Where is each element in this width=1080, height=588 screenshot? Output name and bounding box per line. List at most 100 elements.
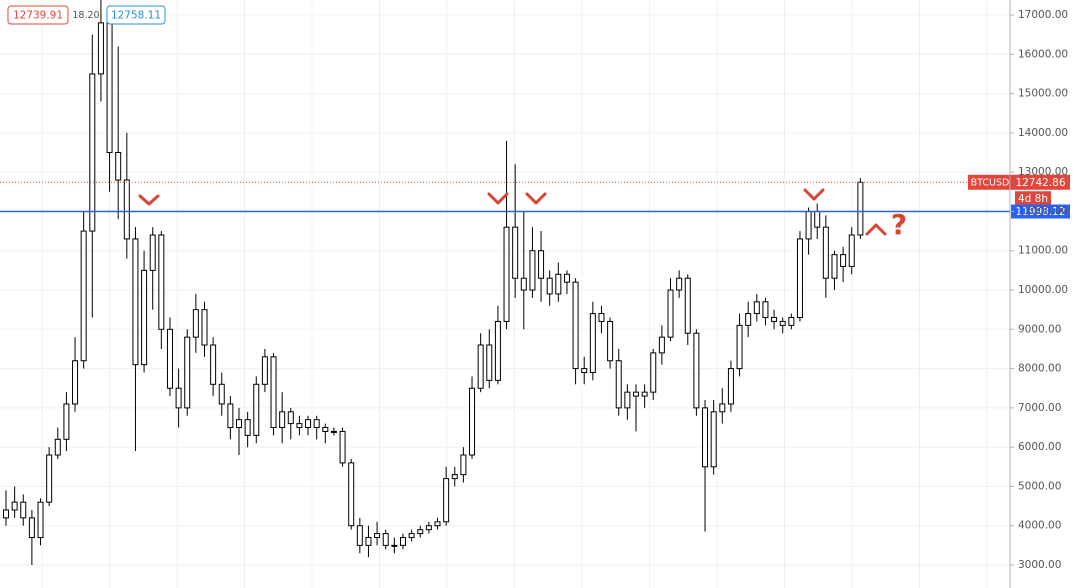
candle-body [54, 438, 61, 456]
candle-body [11, 501, 18, 511]
candle-body [727, 368, 734, 405]
candle-body [702, 407, 709, 468]
y-tick-label: 17000.00 [1018, 9, 1068, 21]
countdown: 4d 8h [1018, 193, 1048, 205]
candle-body [37, 501, 44, 539]
last-price-box [1011, 174, 1070, 190]
candle-body [658, 336, 665, 354]
candle-body [244, 419, 251, 436]
y-tick-label: 13000.00 [1018, 166, 1068, 178]
candle-body [123, 179, 130, 240]
chevron [525, 192, 547, 205]
bid: 12739.91 [13, 10, 63, 22]
candle-body [546, 277, 553, 295]
candle-body [581, 368, 588, 374]
candle-body [192, 309, 199, 338]
y-tick-label: 15000.00 [1018, 88, 1068, 100]
candle-body [555, 273, 562, 295]
candle-body [322, 427, 329, 432]
candle-body [287, 411, 294, 425]
candle-body [399, 537, 406, 546]
last-price: 12742.86 [1015, 177, 1065, 189]
candle-body [218, 383, 225, 405]
candle-body [279, 411, 286, 429]
chevron [138, 194, 160, 206]
y-tick-label: 5000.00 [1018, 480, 1061, 492]
candle-body [330, 430, 337, 433]
candle-body [443, 478, 450, 523]
candle-body [615, 360, 622, 409]
level-box [1011, 204, 1070, 219]
candle-body [141, 269, 148, 366]
y-tick-label: 12000.00 [1018, 205, 1068, 217]
candle-body [175, 387, 182, 409]
y-tick-label: 6000.00 [1018, 441, 1061, 453]
y-tick-label: 10000.00 [1018, 284, 1068, 296]
candle-body [814, 210, 821, 228]
candle-body [339, 430, 346, 464]
y-tick-label: 14000.00 [1018, 127, 1068, 139]
symbol: BTCUSD [971, 177, 1010, 188]
candle-body [270, 356, 277, 429]
candle-body [753, 301, 760, 315]
candle-body [693, 332, 700, 409]
candle-body [822, 226, 829, 279]
candle-body [503, 226, 510, 322]
y-tick-label: 16000.00 [1018, 48, 1068, 60]
candle-body [745, 313, 752, 326]
candle-body [296, 423, 303, 429]
candle-body [425, 525, 432, 531]
y-tick-label: 9000.00 [1018, 323, 1061, 335]
candle-body [796, 238, 803, 319]
candle-body [641, 391, 648, 397]
spread: 18.20 [72, 10, 99, 21]
countdown-box [1015, 191, 1051, 206]
candle-body [201, 309, 208, 346]
candle-body [46, 454, 53, 503]
candle-body [20, 501, 27, 519]
candle-body [365, 537, 372, 546]
grid [0, 0, 1010, 588]
candle-body [719, 403, 726, 413]
candle-body [840, 254, 847, 267]
candle-body [253, 383, 260, 436]
candle-body [624, 391, 631, 409]
candle-body [650, 352, 657, 393]
candle-body [89, 73, 96, 232]
candle-body [736, 324, 743, 370]
level-label: 11998.12 [1015, 206, 1065, 218]
candles [3, 0, 864, 566]
candle-body [563, 273, 570, 283]
candle-body [97, 22, 104, 75]
candle-body [788, 317, 795, 326]
candle-body [762, 301, 769, 319]
annotations [138, 188, 887, 236]
candle-body [417, 529, 424, 535]
candle-body [115, 152, 122, 181]
candle-body [356, 525, 363, 546]
candle-body [494, 320, 501, 381]
candle-body [589, 313, 596, 374]
y-tick-label: 3000.00 [1018, 559, 1061, 571]
candle-body [771, 317, 778, 322]
candle-body [684, 277, 691, 334]
candle-body [408, 533, 415, 539]
candle-body [520, 277, 527, 291]
y-tick-label: 7000.00 [1018, 402, 1061, 414]
candle-body [149, 234, 156, 271]
candle-body [477, 344, 484, 389]
candle-body [236, 419, 243, 429]
candle-body [305, 419, 312, 429]
candle-body [857, 181, 864, 236]
candle-body [261, 356, 268, 385]
candle-body [184, 336, 191, 409]
candle-body [80, 230, 87, 362]
caret [865, 223, 887, 236]
symbol-box [968, 174, 1012, 190]
candle-body [469, 387, 476, 456]
candle-body [779, 320, 786, 326]
candle-body [391, 544, 398, 547]
candle-body [132, 238, 139, 366]
